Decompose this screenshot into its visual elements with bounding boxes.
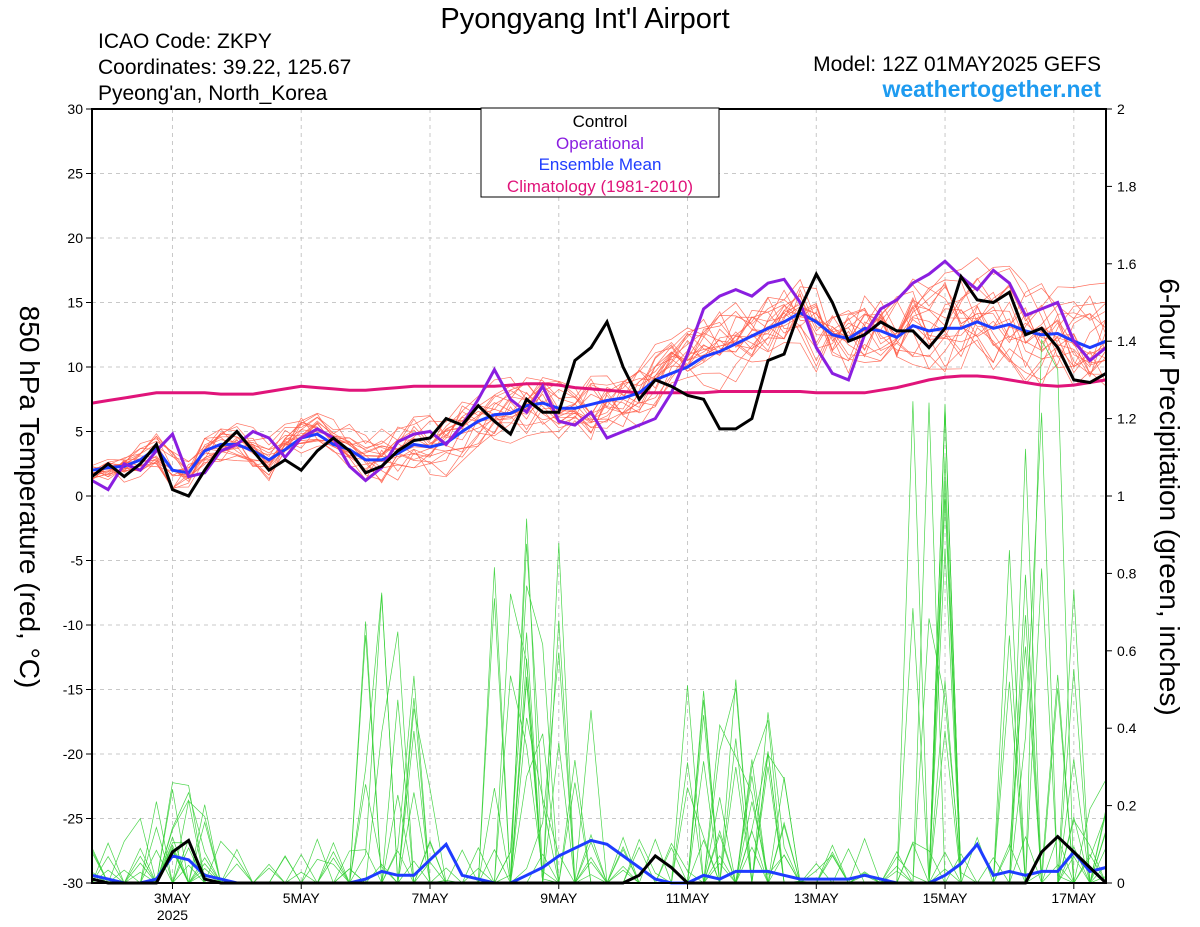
temperature-member-line: [91, 286, 1107, 480]
y-tick-label-left: 5: [75, 424, 83, 440]
y-tick-label-left: 25: [67, 166, 83, 182]
temperature-member-line: [91, 293, 1107, 477]
y-tick-label-left: 15: [67, 295, 83, 311]
y-tick-label-right: 1.4: [1117, 333, 1137, 349]
chart-title: Pyongyang Int'l Airport: [440, 3, 729, 35]
y-tick-label-right: 0.8: [1117, 565, 1137, 581]
coordinates: Coordinates: 39.22, 125.67: [98, 56, 351, 79]
temperature-member-line: [91, 277, 1107, 489]
y-tick-label-right: 1: [1117, 488, 1125, 504]
legend: Control Operational Ensemble Mean Climat…: [480, 107, 720, 198]
legend-climatology: Climatology (1981-2010): [507, 177, 693, 196]
climatology-line: [91, 374, 1107, 405]
x-tick-label: 15MAY: [923, 890, 969, 906]
y-tick-label-left: -30: [63, 875, 83, 891]
y-tick-label-left: -10: [63, 617, 83, 633]
y-axis-right-label: 6-hour Precipitation (green, inches): [1154, 278, 1185, 715]
y-tick-label-left: -20: [63, 746, 83, 762]
y-tick-label-left: 20: [67, 230, 83, 246]
x-tick-label: 17MAY: [1051, 890, 1097, 906]
y-tick-label-left: 0: [75, 488, 83, 504]
legend-operational: Operational: [556, 134, 644, 153]
temperature-member-line: [91, 257, 1107, 480]
control-temperature-line: [91, 270, 1107, 498]
x-tick-label: 13MAY: [794, 890, 840, 906]
legend-ensemble-mean: Ensemble Mean: [539, 155, 662, 174]
y-tick-label-right: 0.4: [1117, 720, 1137, 736]
location: Pyeong'an, North_Korea: [98, 82, 328, 105]
y-tick-label-right: 0.6: [1117, 643, 1137, 659]
legend-box: [480, 107, 720, 198]
y-tick-label-right: 1.6: [1117, 256, 1137, 272]
y-tick-label-right: 1.8: [1117, 178, 1137, 194]
y-tick-label-left: 30: [67, 101, 83, 117]
grid: [92, 109, 1106, 883]
x-year-label: 2025: [157, 907, 188, 923]
x-tick-label: 9MAY: [540, 890, 578, 906]
y-tick-label-right: 0: [1117, 875, 1125, 891]
y-tick-label-left: -15: [63, 682, 83, 698]
x-tick-label: 5MAY: [283, 890, 321, 906]
x-tick-label: 11MAY: [666, 890, 710, 906]
model-run: Model: 12Z 01MAY2025 GEFS: [813, 53, 1101, 76]
operational-temperature-line: [91, 259, 1107, 492]
axes: 302520151050-5-10-15-20-25-3021.81.61.41…: [63, 101, 1137, 923]
y-tick-label-right: 1.2: [1117, 411, 1137, 427]
y-tick-label-right: 0.2: [1117, 798, 1137, 814]
temperature-member-line: [91, 284, 1107, 473]
legend-control: Control: [573, 112, 628, 131]
y-axis-left-label: 850 hPa Temperature (red, °C): [14, 306, 45, 689]
site-logo: weathertogether.net: [881, 76, 1101, 102]
y-tick-label-left: -5: [71, 553, 84, 569]
y-tick-label-right: 2: [1117, 101, 1125, 117]
icao-code: ICAO Code: ZKPY: [98, 30, 272, 53]
ensemble-mean-temperature-line: [91, 311, 1107, 475]
x-tick-label: 7MAY: [411, 890, 449, 906]
y-tick-label-left: 10: [67, 359, 83, 375]
y-tick-label-left: -25: [63, 811, 83, 827]
x-tick-label: 3MAY: [154, 890, 192, 906]
